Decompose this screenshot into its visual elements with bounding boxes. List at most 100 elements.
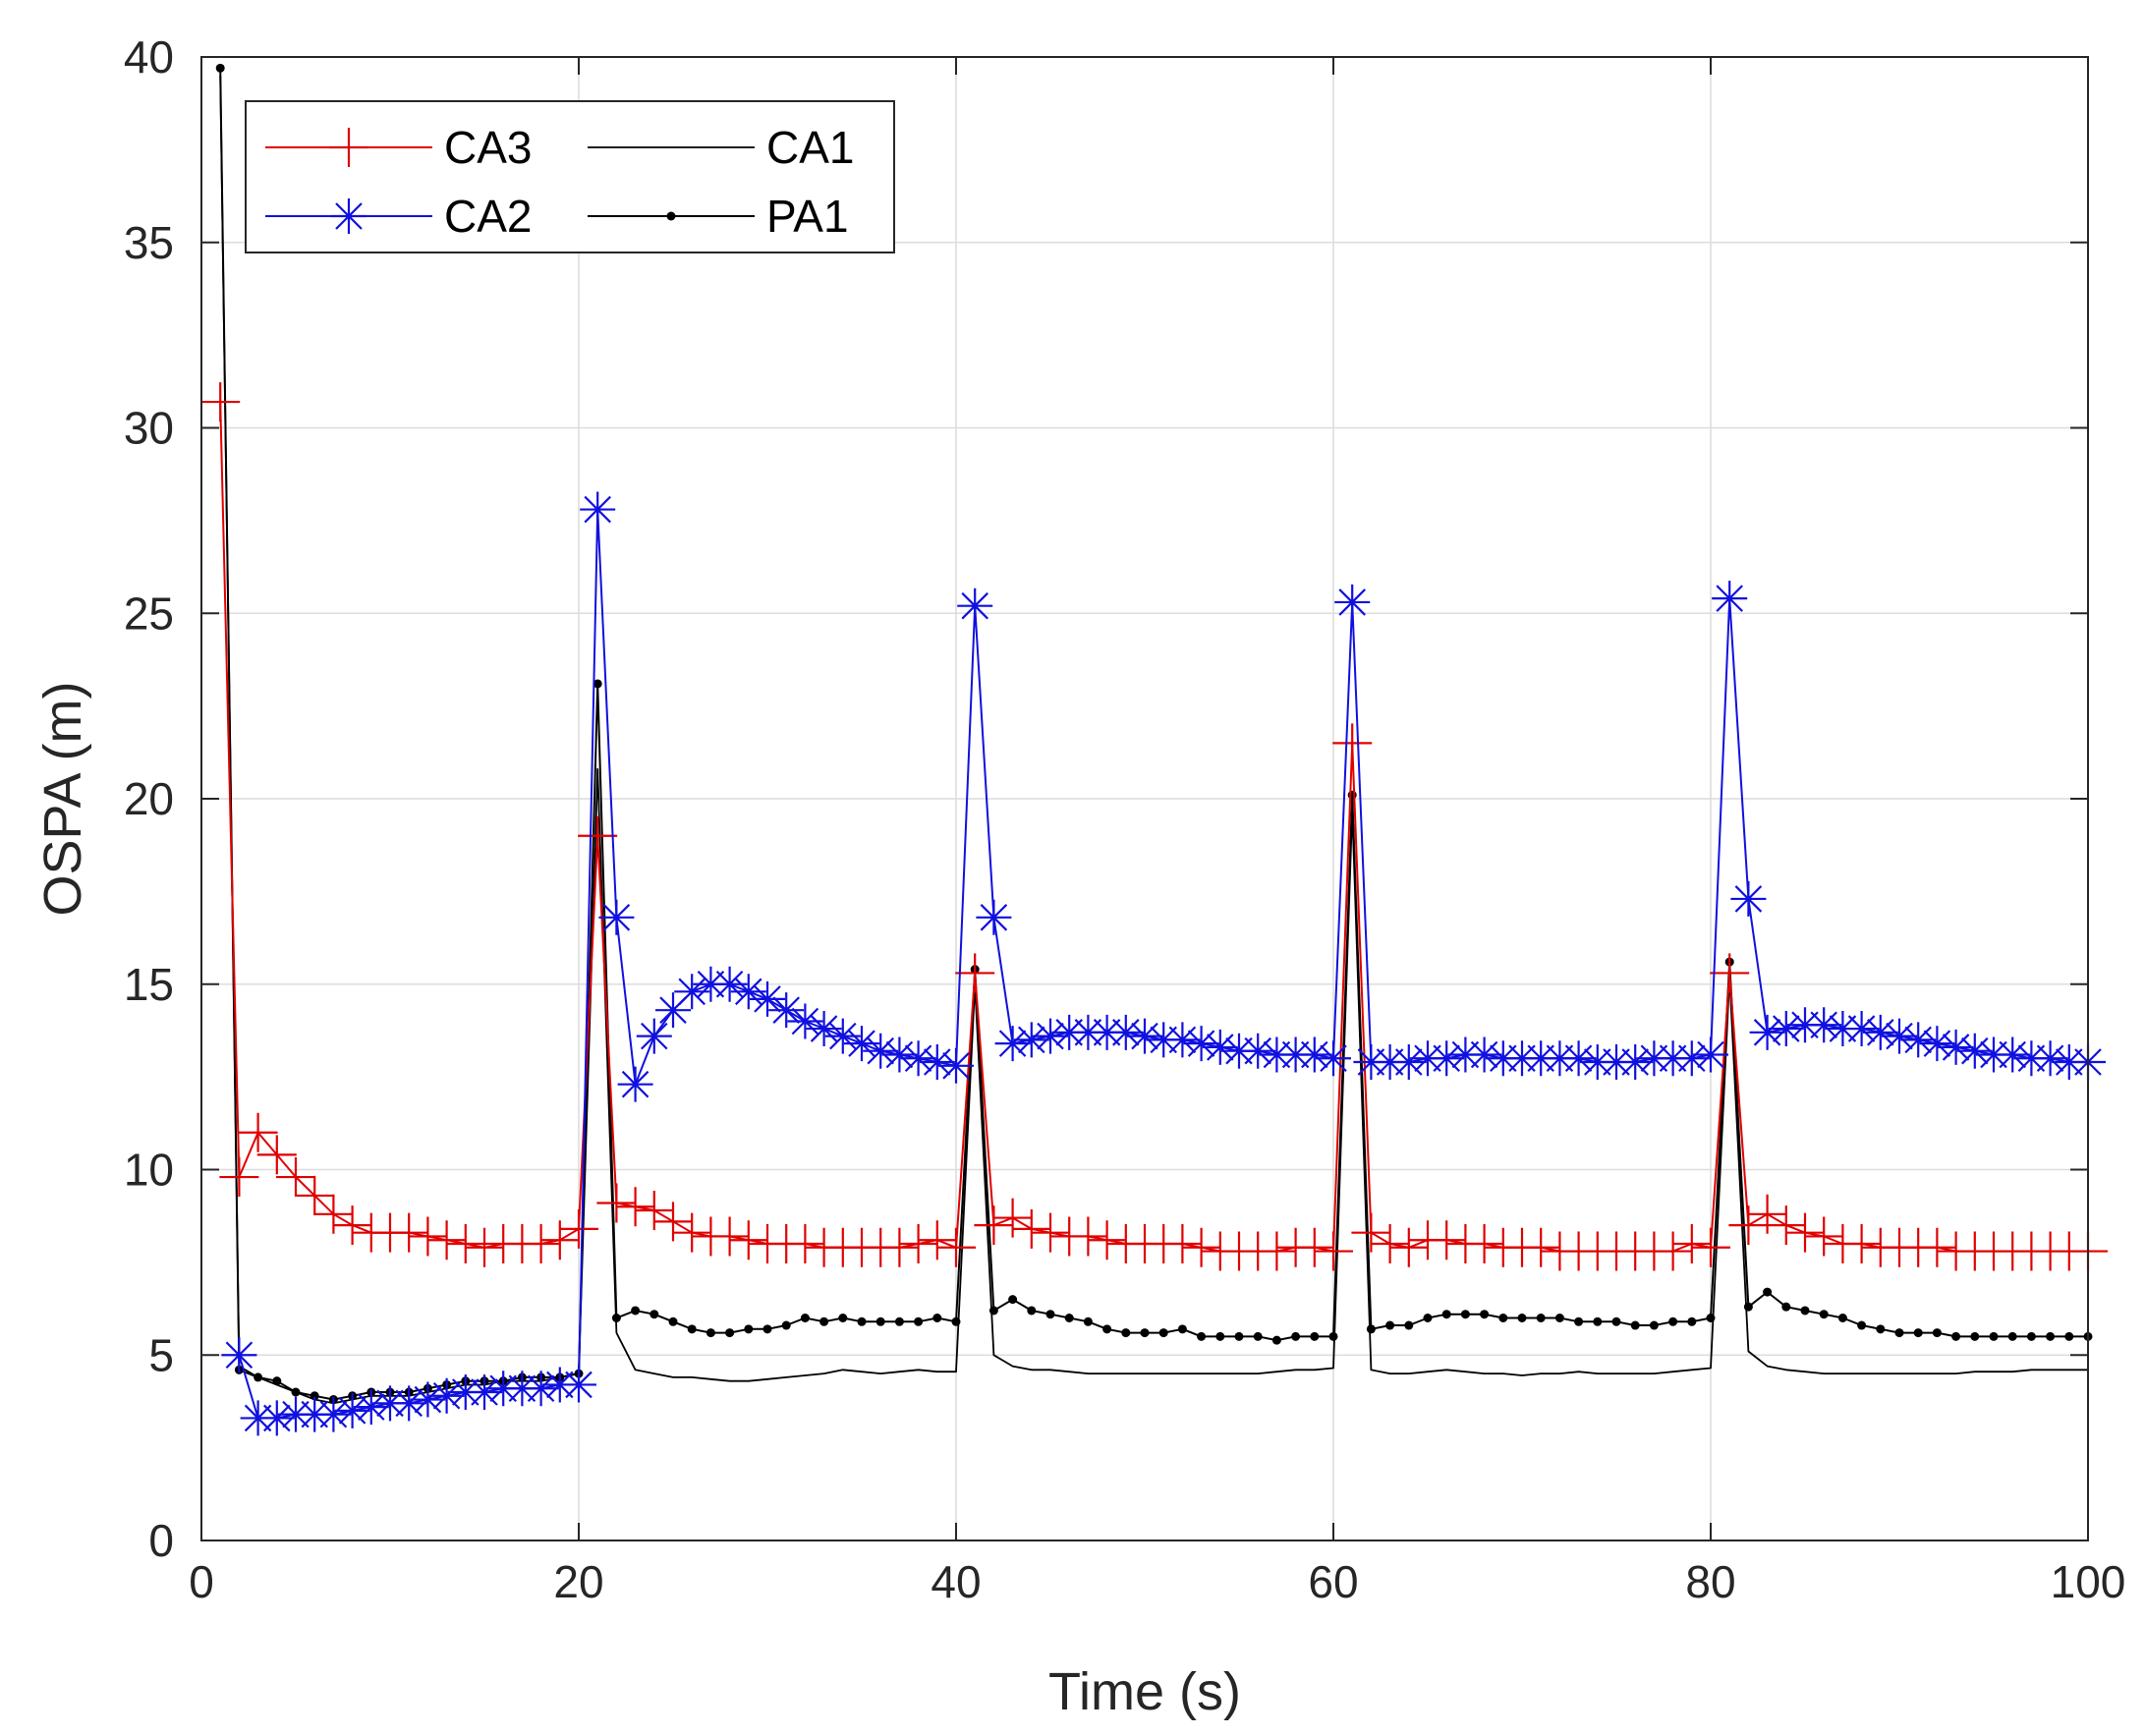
x-tick-label: 80 xyxy=(1685,1556,1735,1607)
data-point-ca3 xyxy=(1332,723,1373,763)
data-point-pa1 xyxy=(1668,1316,1678,1326)
data-point-ca3 xyxy=(200,382,241,422)
data-point-ca2 xyxy=(523,1371,559,1407)
data-point-pa1 xyxy=(1158,1328,1168,1338)
y-tick-label: 15 xyxy=(124,959,174,1010)
data-point-pa1 xyxy=(1366,1324,1376,1334)
data-point-pa1 xyxy=(988,1306,998,1316)
data-point-ca2 xyxy=(278,1396,313,1432)
legend-items: CA3 CA1 CA2 PA1 xyxy=(265,122,854,242)
data-point-ca3 xyxy=(313,1194,354,1234)
data-point-ca2 xyxy=(1146,1022,1182,1058)
data-point-pa1 xyxy=(1498,1314,1508,1322)
data-point-ca3 xyxy=(1351,1212,1391,1253)
data-point-ca2 xyxy=(1070,1014,1106,1050)
data-point-ca2 xyxy=(561,1367,596,1403)
data-point-ca2 xyxy=(1447,1036,1484,1073)
data-point-ca3 xyxy=(917,1220,957,1260)
data-point-pa1 xyxy=(1271,1335,1281,1345)
data-point-ca3 xyxy=(1181,1227,1221,1267)
data-point-ca3 xyxy=(615,1187,655,1227)
data-point-pa1 xyxy=(781,1320,791,1330)
y-tick-label: 20 xyxy=(124,773,174,824)
data-point-ca3 xyxy=(559,1208,598,1249)
data-point-pa1 xyxy=(272,1376,282,1386)
data-point-ca2 xyxy=(787,1003,823,1039)
data-point-pa1 xyxy=(762,1324,772,1334)
data-point-ca2 xyxy=(1900,1022,1937,1058)
data-point-pa1 xyxy=(687,1324,697,1334)
data-point-ca2 xyxy=(1296,1036,1332,1073)
data-point-pa1 xyxy=(1215,1331,1225,1341)
data-point-ca3 xyxy=(219,1157,259,1198)
data-point-ca2 xyxy=(1617,1044,1654,1081)
data-point-pa1 xyxy=(1291,1331,1301,1341)
data-point-ca2 xyxy=(824,1018,861,1054)
data-point-pa1 xyxy=(1857,1320,1867,1330)
y-axis-label: OSPA (m) xyxy=(33,681,92,916)
data-point-ca3 xyxy=(1521,1227,1561,1267)
data-point-ca3 xyxy=(1011,1208,1051,1249)
data-point-ca2 xyxy=(1316,1040,1351,1077)
data-point-ca2 xyxy=(1542,1040,1578,1077)
data-point-ca3 xyxy=(238,1112,278,1152)
data-point-ca3 xyxy=(1068,1216,1108,1257)
data-point-pa1 xyxy=(1970,1331,1980,1341)
data-point-ca3 xyxy=(728,1220,768,1260)
data-point-ca2 xyxy=(391,1385,427,1422)
data-point-ca2 xyxy=(1410,1040,1445,1077)
data-point-pa1 xyxy=(1763,1287,1773,1297)
data-point-pa1 xyxy=(1140,1328,1150,1338)
data-point-ca3 xyxy=(1785,1212,1825,1253)
data-point-ca2 xyxy=(1240,1033,1276,1069)
legend-entry-ca3: CA3 xyxy=(265,122,532,173)
data-point-pa1 xyxy=(706,1328,715,1338)
data-point-ca2 xyxy=(297,1396,333,1432)
data-point-ca2 xyxy=(467,1374,502,1410)
data-point-ca3 xyxy=(1388,1227,1429,1267)
data-point-ca2 xyxy=(693,966,729,1002)
legend-marker-ca3 xyxy=(329,128,368,167)
y-tick-label: 10 xyxy=(124,1145,174,1196)
data-point-ca2 xyxy=(485,1371,522,1407)
data-point-ca2 xyxy=(938,1047,974,1084)
legend-box xyxy=(245,100,895,253)
data-point-ca2 xyxy=(1033,1018,1068,1054)
data-point-ca2 xyxy=(1673,1040,1710,1077)
data-point-pa1 xyxy=(857,1316,867,1326)
data-point-ca2 xyxy=(580,491,616,528)
axis-ticks: 0 20 40 60 80 100 0 5 10 15 20 25 30 35 40 xyxy=(124,31,2126,1607)
data-point-ca2 xyxy=(1579,1044,1615,1081)
data-point-ca2 xyxy=(976,899,1012,935)
data-point-ca2 xyxy=(240,1400,276,1436)
data-point-pa1 xyxy=(1064,1314,1074,1322)
data-point-ca3 xyxy=(1087,1220,1127,1260)
data-point-pa1 xyxy=(1706,1314,1716,1322)
data-point-ca2 xyxy=(504,1371,540,1407)
data-point-ca2 xyxy=(768,992,805,1029)
data-point-ca2 xyxy=(334,1392,370,1428)
data-point-ca2 xyxy=(1919,1026,1955,1062)
data-point-ca3 xyxy=(653,1202,693,1242)
data-point-pa1 xyxy=(1385,1320,1395,1330)
data-point-ca3 xyxy=(879,1227,920,1267)
data-point-ca3 xyxy=(521,1224,561,1263)
data-point-pa1 xyxy=(310,1391,319,1401)
data-point-ca3 xyxy=(539,1220,580,1260)
data-point-ca2 xyxy=(1334,584,1371,620)
data-point-ca3 xyxy=(1294,1227,1334,1267)
data-point-ca3 xyxy=(1370,1224,1410,1263)
data-point-ca3 xyxy=(1671,1224,1712,1263)
data-point-pa1 xyxy=(1800,1306,1810,1316)
data-point-ca2 xyxy=(1013,1022,1049,1058)
legend-label-pa1: PA1 xyxy=(766,191,849,242)
data-point-ca2 xyxy=(315,1396,352,1432)
data-point-ca3 xyxy=(1917,1227,1957,1267)
data-point-ca2 xyxy=(1712,581,1748,617)
y-tick-label: 25 xyxy=(124,588,174,639)
data-point-pa1 xyxy=(1536,1314,1546,1322)
data-point-ca2 xyxy=(1862,1014,1898,1050)
data-point-ca3 xyxy=(1464,1224,1504,1263)
data-point-pa1 xyxy=(1837,1314,1847,1322)
y-tick-label: 5 xyxy=(148,1329,174,1380)
